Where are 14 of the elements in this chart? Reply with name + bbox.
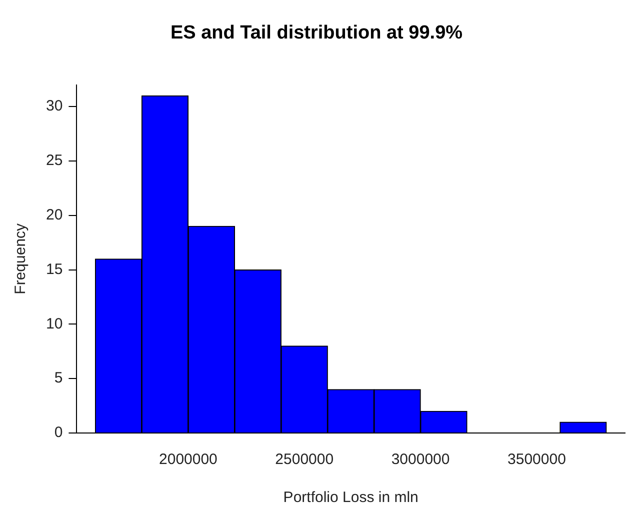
- y-tick-label: 30: [46, 98, 63, 115]
- x-axis-title: Portfolio Loss in mln: [283, 489, 418, 506]
- x-tick-label: 2000000: [159, 451, 218, 468]
- chart-title: ES and Tail distribution at 99.9%: [170, 22, 463, 44]
- y-tick-label: 10: [46, 315, 63, 332]
- x-tick-label: 2500000: [275, 451, 334, 468]
- y-tick-label: 20: [46, 206, 63, 224]
- x-tick-label: 3000000: [391, 451, 450, 468]
- y-tick-label: 5: [54, 370, 63, 387]
- y-tick-label: 15: [46, 260, 63, 278]
- y-axis-title: Frequency: [12, 222, 30, 294]
- y-tick-label: 25: [46, 152, 63, 170]
- y-tick-label: 0: [54, 424, 63, 442]
- x-tick-label: 3500000: [508, 451, 566, 468]
